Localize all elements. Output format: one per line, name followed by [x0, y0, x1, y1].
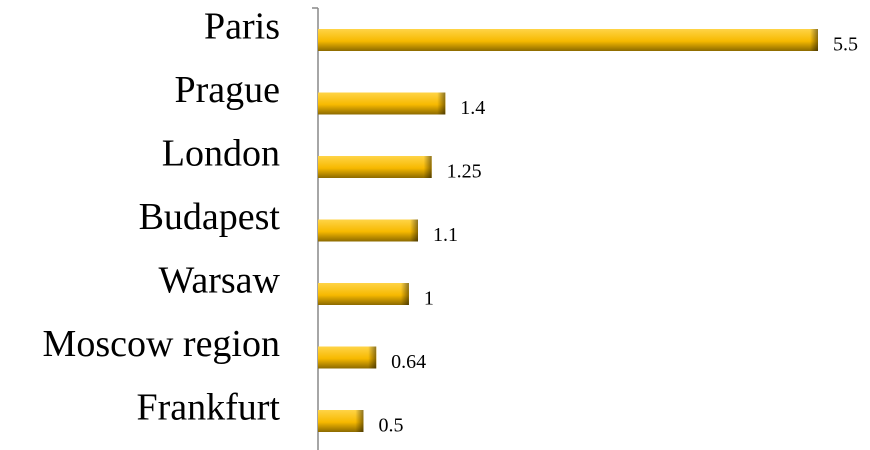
bar	[318, 283, 409, 305]
bar	[318, 29, 818, 51]
category-label: Moscow region	[43, 323, 280, 365]
bar	[318, 156, 432, 178]
value-label: 0.64	[391, 351, 426, 373]
category-label: London	[162, 133, 280, 175]
value-label: 1	[424, 288, 434, 310]
bar	[318, 410, 364, 432]
bar	[318, 346, 377, 369]
category-label: Prague	[174, 69, 280, 111]
value-label: 1.1	[433, 224, 458, 246]
value-label: 0.5	[378, 415, 403, 437]
category-label: Frankfurt	[136, 387, 280, 429]
value-label: 1.25	[447, 161, 482, 183]
category-label: Paris	[204, 6, 280, 48]
bar	[318, 92, 446, 115]
category-label: Warsaw	[159, 260, 281, 302]
category-label: Budapest	[139, 196, 281, 238]
value-label: 1.4	[460, 97, 485, 119]
bar	[318, 219, 418, 242]
value-label: 5.5	[833, 34, 858, 56]
